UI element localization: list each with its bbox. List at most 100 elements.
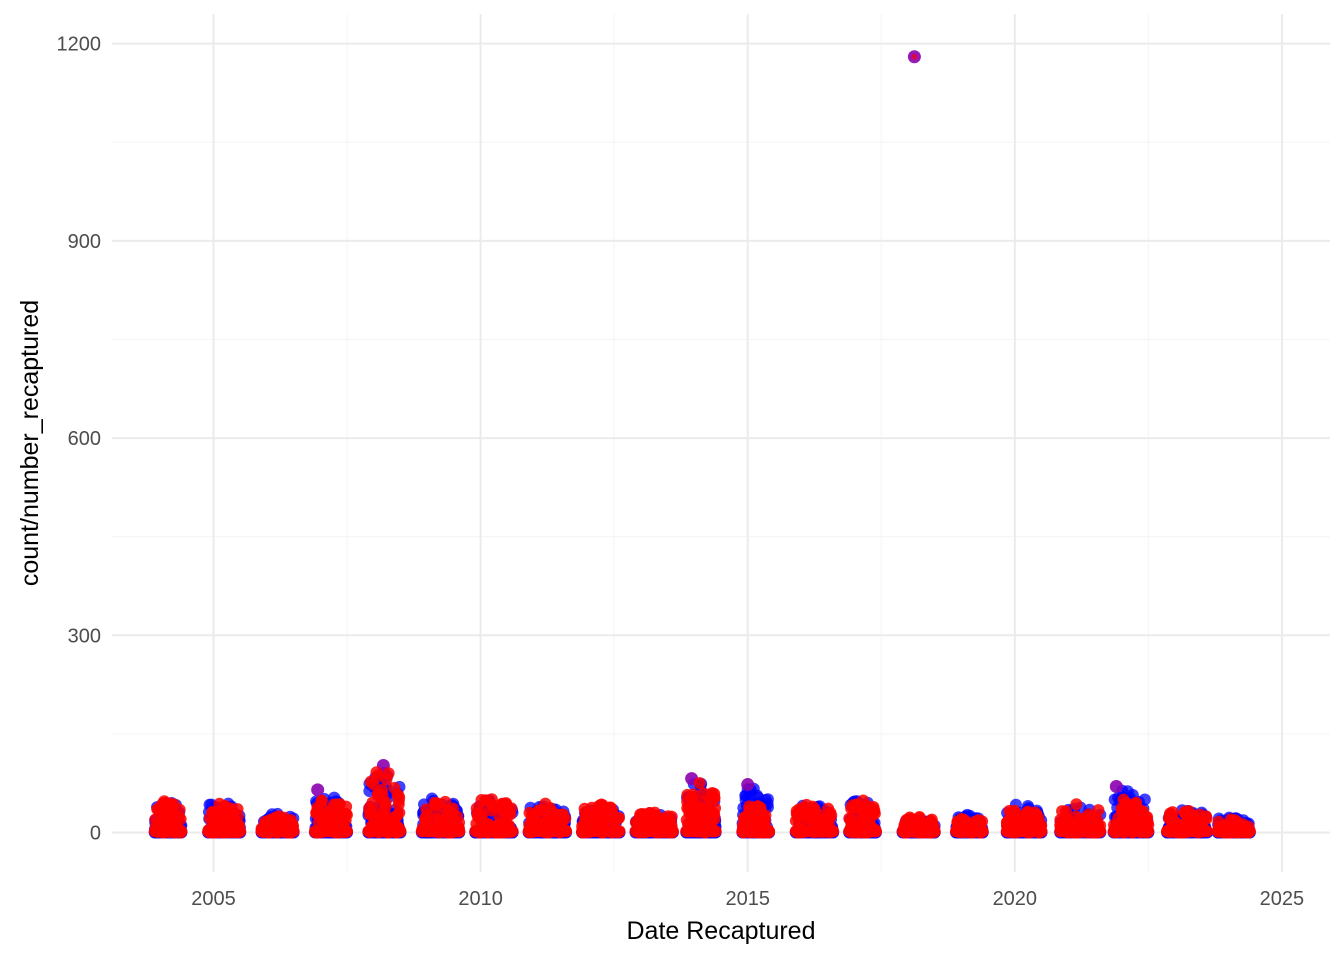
- y-tick-label: 900: [68, 231, 101, 253]
- recaptured-point: [1060, 812, 1073, 825]
- recaptured-point: [904, 812, 917, 825]
- count-series: [148, 50, 1256, 839]
- recaptured-point: [700, 815, 713, 828]
- recaptured-point: [341, 825, 354, 838]
- recaptured-point: [206, 806, 219, 819]
- recaptured-point: [680, 813, 693, 826]
- recaptured-point: [506, 825, 519, 838]
- y-tick-label: 0: [90, 823, 101, 845]
- recaptured-point: [850, 798, 863, 811]
- recaptured-point: [612, 811, 625, 824]
- recaptured-point: [331, 798, 344, 811]
- recaptured-point: [864, 811, 877, 824]
- recaptured-outlier-point: [911, 53, 918, 60]
- x-tick-label: 2020: [993, 888, 1038, 910]
- recaptured-point: [315, 812, 328, 825]
- recaptured-point: [869, 825, 882, 838]
- recaptured-point: [1008, 804, 1021, 817]
- recaptured-point: [453, 825, 466, 838]
- recaptured-point: [1094, 825, 1107, 838]
- recaptured-point: [234, 825, 247, 838]
- recaptured-point: [1122, 799, 1135, 812]
- recaptured-point: [697, 787, 710, 800]
- recaptured-point: [578, 802, 591, 815]
- recaptured-point: [1200, 810, 1213, 823]
- recaptured-point: [751, 800, 764, 813]
- recaptured-point: [555, 815, 568, 828]
- recaptured-point: [592, 799, 605, 812]
- recaptured-point: [479, 795, 492, 808]
- recaptured-point: [382, 767, 395, 780]
- recaptured-point: [175, 825, 188, 838]
- recaptured-point: [539, 797, 552, 810]
- x-tick-label: 2025: [1260, 888, 1305, 910]
- x-tick-label: 2015: [725, 888, 770, 910]
- recaptured-point: [1228, 814, 1241, 827]
- recaptured-point: [1121, 812, 1134, 825]
- recaptured-point: [1164, 807, 1177, 820]
- y-axis-title: count/number_recaptured: [16, 300, 44, 586]
- recaptured-point: [603, 801, 616, 814]
- recaptured-point: [823, 812, 836, 825]
- recaptured-point: [693, 777, 706, 790]
- recaptured-point: [392, 798, 405, 811]
- x-tick-label: 2005: [191, 888, 236, 910]
- recaptured-point: [370, 812, 383, 825]
- recaptured-point: [394, 825, 407, 838]
- recaptured-point: [287, 825, 300, 838]
- count-outlier-point: [311, 783, 325, 797]
- recaptured-point: [375, 784, 388, 797]
- recaptured-point: [156, 797, 169, 810]
- recaptured-point: [224, 802, 237, 815]
- recaptured-point: [315, 794, 328, 807]
- recaptured-point: [827, 825, 840, 838]
- recaptured-point: [1142, 825, 1155, 838]
- recaptured-point: [429, 804, 442, 817]
- recaptured-point: [703, 802, 716, 815]
- recaptured-point: [796, 801, 809, 814]
- recaptured-point: [332, 811, 345, 824]
- recaptured-point: [496, 804, 509, 817]
- y-tick-label: 300: [68, 625, 101, 647]
- recaptured-point: [928, 825, 941, 838]
- recaptured-point: [364, 775, 377, 788]
- recaptured-point: [709, 825, 722, 838]
- minor-gridlines: [112, 14, 1330, 872]
- recaptured-point: [446, 807, 459, 820]
- x-axis-title: Date Recaptured: [626, 917, 815, 945]
- recaptured-point: [528, 808, 541, 821]
- recaptured-point: [379, 796, 392, 809]
- recaptured-point: [867, 800, 880, 813]
- recaptured-point: [166, 802, 179, 815]
- recaptured-point: [681, 802, 694, 815]
- recaptured-point: [560, 825, 573, 838]
- recaptured-point: [156, 806, 169, 819]
- x-tick-label: 2010: [458, 888, 503, 910]
- count-outlier-point: [741, 778, 755, 792]
- recaptured-point: [1212, 815, 1225, 828]
- recaptured-point: [470, 802, 483, 815]
- recaptured-point: [686, 791, 699, 804]
- recaptured-point: [847, 809, 860, 822]
- recaptured-point: [822, 802, 835, 815]
- recaptured-point: [666, 825, 679, 838]
- recaptured-point: [173, 811, 186, 824]
- recaptured-point: [1243, 825, 1256, 838]
- number-recaptured-series: [148, 53, 1256, 839]
- recaptured-point: [763, 825, 776, 838]
- y-tick-label: 600: [68, 428, 101, 450]
- y-tick-label: 1200: [57, 34, 102, 56]
- recaptured-point: [613, 825, 626, 838]
- recaptured-point: [579, 812, 592, 825]
- recaptured-point: [1035, 825, 1048, 838]
- y-axis-ticks: 0 300 600 900 1200: [57, 34, 102, 845]
- recaptured-point: [1184, 812, 1197, 825]
- recaptured-point: [1201, 825, 1214, 838]
- recaptured-point: [391, 789, 404, 802]
- recaptured-point: [976, 825, 989, 838]
- recaptured-point: [808, 807, 821, 820]
- x-axis-ticks: 2005 2010 2015 2020 2025: [191, 888, 1304, 910]
- recaptured-point: [149, 813, 162, 826]
